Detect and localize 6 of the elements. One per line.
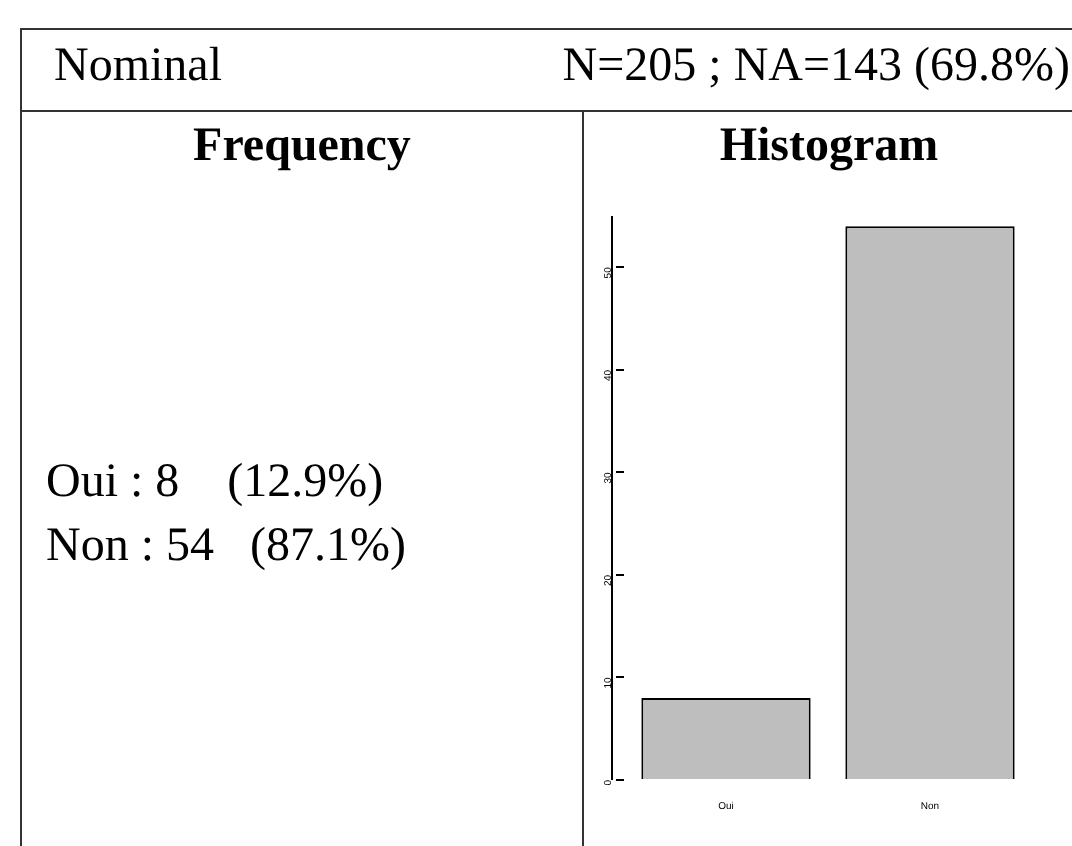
text: Nominal xyxy=(54,40,222,94)
text: Frequency xyxy=(191,120,413,174)
text: Oui : 8 (12.9%) xyxy=(46,454,386,512)
chart-subtitle: N=205 ; NA=143 (69.8%) xyxy=(562,40,1070,94)
text: Histogram xyxy=(717,120,941,174)
text: Non : 54 (87.1%) xyxy=(46,518,406,576)
